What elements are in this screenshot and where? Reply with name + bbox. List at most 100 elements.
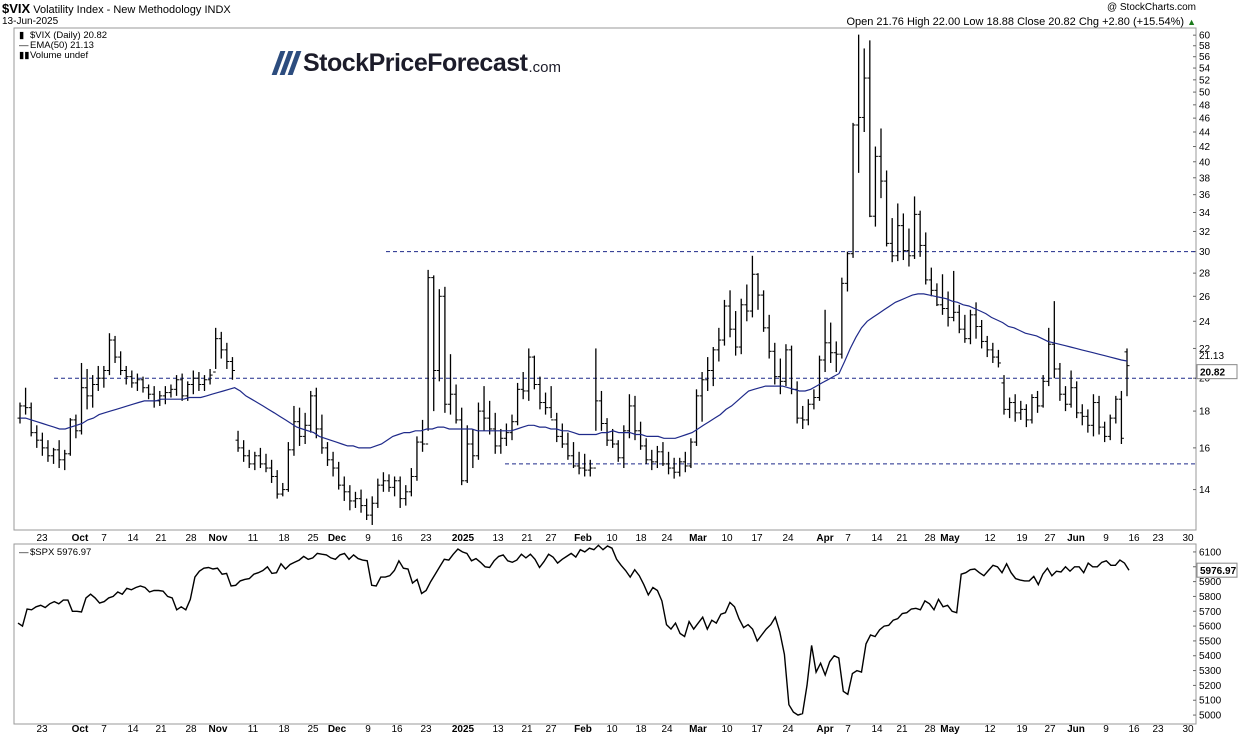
spx-y-tick-label: 6100 — [1199, 547, 1222, 558]
spx-x-tick-label: 9 — [1103, 724, 1109, 735]
vix-y-tick-label: 52 — [1199, 75, 1211, 86]
vix-x-tick-label: 23 — [1152, 533, 1164, 544]
watermark-logo: StockPriceForecast .com — [271, 46, 561, 80]
ohlc-bar — [157, 390, 163, 406]
vix-legend-ema-icon: — — [19, 40, 29, 51]
vix-x-tick-label: 28 — [185, 533, 197, 544]
ohlc-bar — [1074, 381, 1080, 419]
ohlc-bar — [73, 414, 79, 439]
spx-x-tick-label: Dec — [328, 724, 347, 735]
ohlc-bar — [336, 461, 342, 490]
spx-y-tick-label: 5800 — [1199, 592, 1222, 603]
vix-x-tick-label: May — [940, 533, 960, 544]
ohlc-bar — [229, 357, 235, 380]
spx-x-tick-label: 24 — [661, 724, 673, 735]
spx-x-tick-label: 7 — [101, 724, 107, 735]
spx-legend: $SPX 5976.97 — [30, 547, 91, 558]
vix-y-tick-label: 40 — [1199, 157, 1211, 168]
ohlc-bar — [392, 476, 398, 497]
ohlc-bar — [1029, 394, 1035, 424]
logo-tld: .com — [528, 58, 561, 76]
ohlc-bar — [151, 386, 157, 408]
ohlc-bar — [459, 407, 465, 486]
ohlc-values: Open 21.76 High 22.00 Low 18.88 Close 20… — [846, 16, 1185, 28]
spx-line — [17, 544, 1130, 716]
spx-x-tick-label: 17 — [751, 724, 763, 735]
ohlc-bar — [1046, 327, 1052, 387]
ohlc-bar — [34, 425, 40, 448]
ohlc-bar — [850, 122, 856, 258]
ohlc-bar — [56, 440, 62, 469]
ohlc-bar — [39, 432, 45, 456]
ohlc-bar — [487, 400, 493, 435]
ohlc-bar — [263, 453, 269, 473]
ohlc-bar — [990, 342, 996, 363]
ohlc-bar — [559, 423, 565, 448]
spx-legend-icon: — — [19, 547, 29, 558]
spx-y-tick-label: 5900 — [1199, 577, 1222, 588]
vix-x-tick-label: 16 — [391, 533, 403, 544]
ohlc-bar — [224, 342, 230, 369]
ohlc-bar — [364, 498, 370, 521]
ohlc-bar — [1102, 421, 1108, 443]
ohlc-bar — [833, 341, 839, 373]
vix-last-value-badge-box — [1196, 364, 1238, 380]
vix-x-tick-label: Apr — [816, 533, 833, 544]
ohlc-bar — [531, 355, 537, 390]
spx-x-tick-label: 7 — [845, 724, 851, 735]
vix-x-tick-label: 12 — [984, 533, 996, 544]
spx-plot-frame — [13, 543, 1197, 725]
vix-y-tick-label: 22 — [1199, 344, 1211, 355]
vix-last-value-badge: 20.82 — [1200, 368, 1225, 379]
ohlc-bar — [1079, 404, 1085, 426]
spx-x-tick-label: 24 — [782, 724, 794, 735]
vix-x-tick-label: 24 — [661, 533, 673, 544]
spx-x-tick-label: 30 — [1182, 724, 1194, 735]
ohlc-bar — [106, 333, 112, 376]
spx-x-tick-label: Nov — [209, 724, 228, 735]
ohlc-bar — [464, 425, 470, 483]
spx-x-tick-label: 28 — [924, 724, 936, 735]
ohlc-bar — [375, 478, 381, 508]
spx-x-tick-label: 10 — [721, 724, 733, 735]
ohlc-bar — [710, 347, 716, 387]
ohlc-bar — [839, 277, 845, 359]
ohlc-bar — [358, 489, 364, 513]
vix-x-tick-label: Oct — [72, 533, 89, 544]
ohlc-bar — [118, 351, 124, 376]
spx-x-tick-label: May — [940, 724, 960, 735]
ohlc-bar — [1124, 348, 1130, 397]
spx-x-tick-label: 21 — [155, 724, 167, 735]
ohlc-bar — [291, 405, 297, 456]
vix-x-tick-label: 10 — [721, 533, 733, 544]
vix-y-tick-label: 38 — [1199, 173, 1211, 184]
ohlc-bar — [828, 322, 834, 363]
ohlc-bar — [923, 232, 929, 285]
copyright[interactable]: @ StockCharts.com — [1106, 2, 1196, 13]
ohlc-bar — [146, 384, 152, 400]
ohlc-bar — [721, 299, 727, 346]
vix-x-tick-label: 14 — [127, 533, 139, 544]
ohlc-bar — [403, 485, 409, 506]
spx-x-tick-label: 13 — [492, 724, 504, 735]
ohlc-bar — [649, 449, 655, 471]
vix-x-tick-label: Nov — [209, 533, 228, 544]
ohlc-bar — [934, 283, 940, 307]
vix-x-tick-label: Dec — [328, 533, 347, 544]
ohlc-bar — [79, 362, 84, 435]
ohlc-bar — [347, 485, 353, 511]
ohlc-bar — [666, 451, 672, 475]
vix-legend-volume-icon: ▮▮ — [19, 50, 29, 61]
ohlc-bar — [727, 290, 733, 338]
spx-x-tick-label: Feb — [574, 724, 592, 735]
ohlc-bar — [682, 451, 688, 473]
vix-x-tick-label: 7 — [845, 533, 851, 544]
vix-x-tick-label: 10 — [606, 533, 618, 544]
vix-y-tick-label: 30 — [1199, 247, 1211, 258]
vix-y-tick-label: 28 — [1199, 269, 1211, 280]
ohlc-bar — [213, 327, 219, 373]
ohlc-bar — [565, 432, 571, 460]
spx-x-tick-label: 23 — [420, 724, 432, 735]
ohlc-bar — [805, 399, 811, 426]
